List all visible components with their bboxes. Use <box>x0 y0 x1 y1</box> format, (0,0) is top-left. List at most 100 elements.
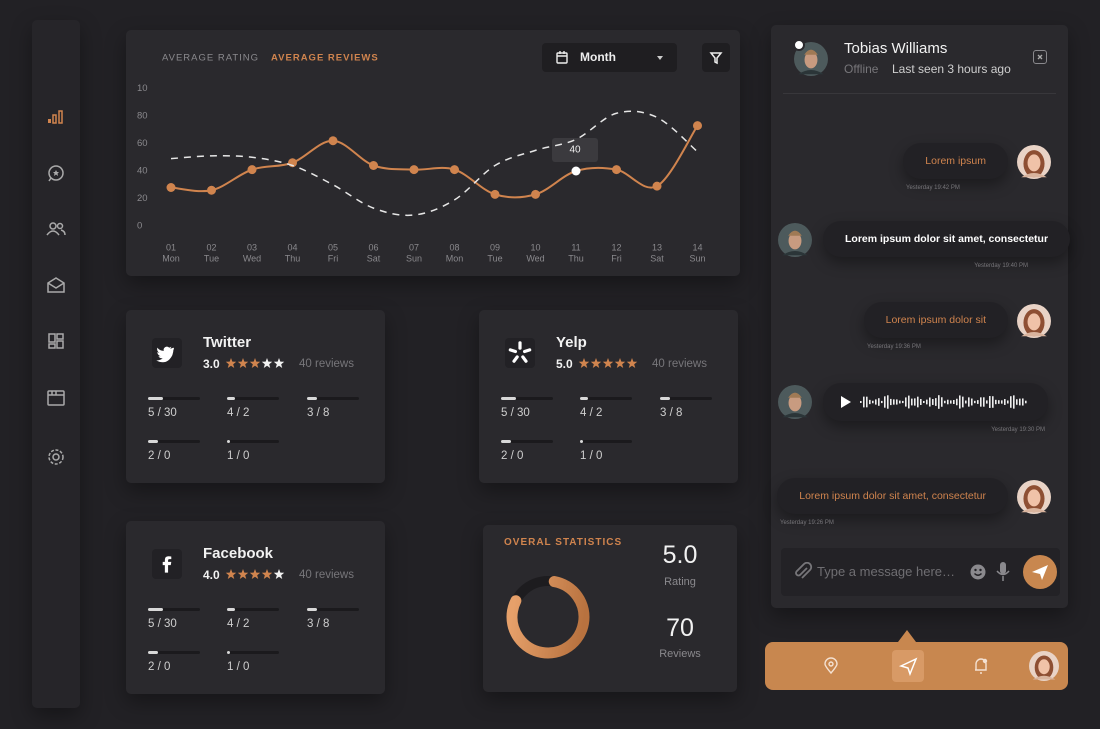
nav-notifications[interactable] <box>975 658 988 674</box>
rating-bar-track <box>148 608 200 611</box>
rating-row-label: 3 / 8 <box>307 618 330 630</box>
stats-icon[interactable] <box>48 110 63 124</box>
dashboard-icon[interactable] <box>48 333 64 349</box>
review-count: 40 reviews <box>299 358 354 370</box>
avatar <box>1029 651 1059 681</box>
filter-icon <box>709 52 723 65</box>
close-button[interactable] <box>1033 50 1047 64</box>
chart-tab[interactable]: AVERAGE RATING <box>162 53 259 64</box>
yelp-logo-petal <box>508 348 518 354</box>
rating-bar-track <box>307 608 359 611</box>
rating-bar-fill <box>501 397 516 400</box>
wave-bar <box>950 400 952 404</box>
message-avatar <box>778 223 812 257</box>
attach-icon[interactable] <box>793 562 813 582</box>
wave-bar <box>941 397 943 407</box>
rating-bar-track <box>307 397 359 400</box>
star <box>614 358 626 368</box>
y-tick-label: 10 <box>137 83 148 94</box>
y-tick-label: 20 <box>137 193 148 204</box>
series-line <box>170 110 698 217</box>
data-point <box>571 166 581 176</box>
message-avatar <box>1017 480 1051 514</box>
data-point <box>652 181 662 191</box>
stars <box>225 569 285 579</box>
y-tick-label: 40 <box>137 166 148 177</box>
rating-bar-fill <box>227 651 230 654</box>
star <box>225 358 237 368</box>
mic-icon[interactable] <box>995 561 1011 583</box>
rating-bar-track <box>501 440 553 443</box>
wave-bar <box>944 400 946 404</box>
period-dropdown[interactable] <box>542 43 677 72</box>
rating-bar-track <box>660 397 712 400</box>
avatar-body <box>1021 332 1047 337</box>
facebook-logo <box>162 556 172 573</box>
nav-send-icon <box>898 657 918 677</box>
rating-bar-track <box>580 397 632 400</box>
wave-bar <box>977 400 979 404</box>
nav-location[interactable] <box>824 657 838 675</box>
data-point <box>247 165 257 175</box>
sidebar-icons <box>46 110 66 465</box>
rating-bar-fill <box>307 397 317 400</box>
avatar-hair <box>788 392 802 398</box>
wave-bar <box>935 398 937 406</box>
platform-rating: 4.0 <box>203 568 220 582</box>
avatar-body <box>782 413 808 418</box>
x-tick-label: 03 <box>247 242 257 252</box>
input-placeholder: Type a message here… <box>817 564 956 579</box>
wave-bar <box>986 400 988 404</box>
nav-avatar[interactable] <box>1029 651 1059 681</box>
contact-status: Offline <box>844 62 879 76</box>
logo-box <box>505 338 535 368</box>
play-icon[interactable] <box>841 396 851 408</box>
wave-bar <box>914 398 916 406</box>
star <box>225 569 237 579</box>
chat-panel: Tobias Williams Offline Last seen 3 hour… <box>771 25 1071 608</box>
star <box>237 358 249 368</box>
chart: Month AVERAGE RATING AVERAGE REVIEWS02040… <box>137 43 730 263</box>
logo-box <box>152 338 182 368</box>
message-time: Yesterday 19:42 PM <box>906 185 960 191</box>
x-weekday-label: Sat <box>367 253 381 263</box>
wave-bar <box>962 396 964 408</box>
nav-send-active[interactable] <box>892 650 924 682</box>
users-icon[interactable] <box>46 222 66 236</box>
wave-bar <box>920 399 922 405</box>
overall-rating-caption: Rating <box>664 576 696 588</box>
wave-bar <box>1022 398 1024 406</box>
wave-bar <box>896 399 898 405</box>
x-tick-label: 07 <box>409 242 419 252</box>
data-point <box>369 161 378 170</box>
contact-name: Tobias Williams <box>844 40 948 57</box>
data-point <box>409 165 419 175</box>
platform-rating: 3.0 <box>203 357 220 371</box>
emoji-icon[interactable] <box>970 564 986 580</box>
reviews-icon[interactable] <box>48 165 64 182</box>
last-seen: Last seen 3 hours ago <box>892 62 1011 76</box>
filter-button[interactable] <box>702 43 730 72</box>
x-weekday-label: Fri <box>328 253 339 263</box>
avatar <box>1017 480 1051 514</box>
mail-icon[interactable] <box>47 277 65 293</box>
avatar-body <box>1032 675 1056 680</box>
star <box>249 569 261 579</box>
message-input[interactable]: Type a message here… <box>781 548 1060 596</box>
window-icon[interactable] <box>47 390 65 406</box>
platform-name: Facebook <box>203 545 274 562</box>
settings-icon[interactable] <box>48 449 64 465</box>
x-weekday-label: Thu <box>285 253 301 263</box>
avatar <box>1017 145 1051 179</box>
rating-bar-fill <box>660 397 670 400</box>
y-tick-label: 0 <box>137 221 142 232</box>
chart-tab[interactable]: AVERAGE REVIEWS <box>271 53 379 64</box>
x-weekday-label: Wed <box>243 253 261 263</box>
rating-bar-fill <box>307 608 317 611</box>
send-button[interactable] <box>1023 555 1057 589</box>
wave-bar <box>998 400 1000 404</box>
rating-row-label: 5 / 30 <box>148 407 177 419</box>
value-label-box <box>552 138 598 162</box>
stars <box>225 358 285 368</box>
logo <box>508 341 532 363</box>
